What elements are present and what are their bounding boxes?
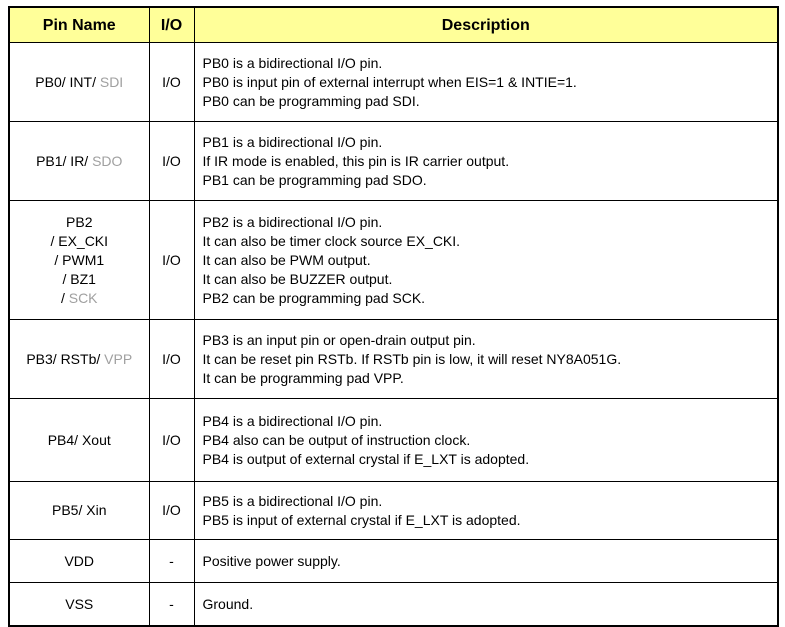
header-description: Description: [193, 6, 779, 43]
pin-name-gray-text: VPP: [104, 350, 133, 367]
pin-name-cell: PB0/ INT/ SDI: [8, 42, 150, 122]
description-cell: PB2 is a bidirectional I/O pin. It can a…: [193, 200, 779, 320]
description-cell: PB4 is a bidirectional I/O pin. PB4 also…: [193, 398, 779, 482]
table-row: PB5/ Xin I/O PB5 is a bidirectional I/O …: [8, 481, 779, 540]
io-cell: I/O: [148, 121, 195, 201]
io-cell: I/O: [148, 200, 195, 320]
pin-name-gray-text: SDO: [92, 152, 123, 169]
pin-name-cell: PB3/ RSTb/ VPP: [8, 319, 150, 399]
description-cell: PB5 is a bidirectional I/O pin. PB5 is i…: [193, 481, 779, 540]
table-row: PB1/ IR/ SDO I/O PB1 is a bidirectional …: [8, 121, 779, 201]
pin-name-text: PB0/ INT/: [35, 73, 100, 90]
pin-name-gray-text: SCK: [68, 289, 98, 306]
pin-name-cell: VSS: [8, 582, 150, 627]
pin-name-text: VDD: [64, 552, 95, 569]
pin-name-text: PB4/ Xout: [47, 431, 111, 448]
description-cell: PB0 is a bidirectional I/O pin. PB0 is i…: [193, 42, 779, 122]
io-cell: I/O: [148, 42, 195, 122]
header-pin-name: Pin Name: [8, 6, 150, 43]
pin-name-cell: PB5/ Xin: [8, 481, 150, 540]
pin-name-cell: VDD: [8, 539, 150, 583]
description-cell: Positive power supply.: [193, 539, 779, 583]
table-row: PB4/ Xout I/O PB4 is a bidirectional I/O…: [8, 398, 779, 482]
pin-name-gray-text: SDI: [99, 73, 124, 90]
pin-name-text: PB3/ RSTb/: [26, 350, 105, 367]
pin-description-table: Pin Name I/O Description PB0/ INT/ SDI I…: [8, 6, 779, 627]
pin-name-cell: PB4/ Xout: [8, 398, 150, 482]
table-row: PB0/ INT/ SDI I/O PB0 is a bidirectional…: [8, 42, 779, 122]
header-io: I/O: [148, 6, 195, 43]
description-cell: PB3 is an input pin or open-drain output…: [193, 319, 779, 399]
pin-name-cell: PB1/ IR/ SDO: [8, 121, 150, 201]
pin-name-text: VSS: [65, 595, 94, 612]
pin-name-text: PB1/ IR/: [36, 152, 93, 169]
description-cell: Ground.: [193, 582, 779, 627]
pin-name-text: PB5/ Xin: [52, 502, 107, 518]
io-cell: -: [148, 539, 195, 583]
description-cell: PB1 is a bidirectional I/O pin. If IR mo…: [193, 121, 779, 201]
pin-name-text: PB2 / EX_CKI / PWM1 / BZ1 /: [50, 213, 109, 306]
table-row: VDD - Positive power supply.: [8, 539, 779, 583]
io-cell: -: [148, 582, 195, 627]
io-cell: I/O: [148, 319, 195, 399]
table-header-row: Pin Name I/O Description: [8, 6, 779, 43]
table-row: PB2 / EX_CKI / PWM1 / BZ1 / SCK I/O PB2 …: [8, 200, 779, 320]
io-cell: I/O: [148, 481, 195, 540]
pin-name-cell: PB2 / EX_CKI / PWM1 / BZ1 / SCK: [8, 200, 150, 320]
io-cell: I/O: [148, 398, 195, 482]
table-row: VSS - Ground.: [8, 582, 779, 627]
table-row: PB3/ RSTb/ VPP I/O PB3 is an input pin o…: [8, 319, 779, 399]
